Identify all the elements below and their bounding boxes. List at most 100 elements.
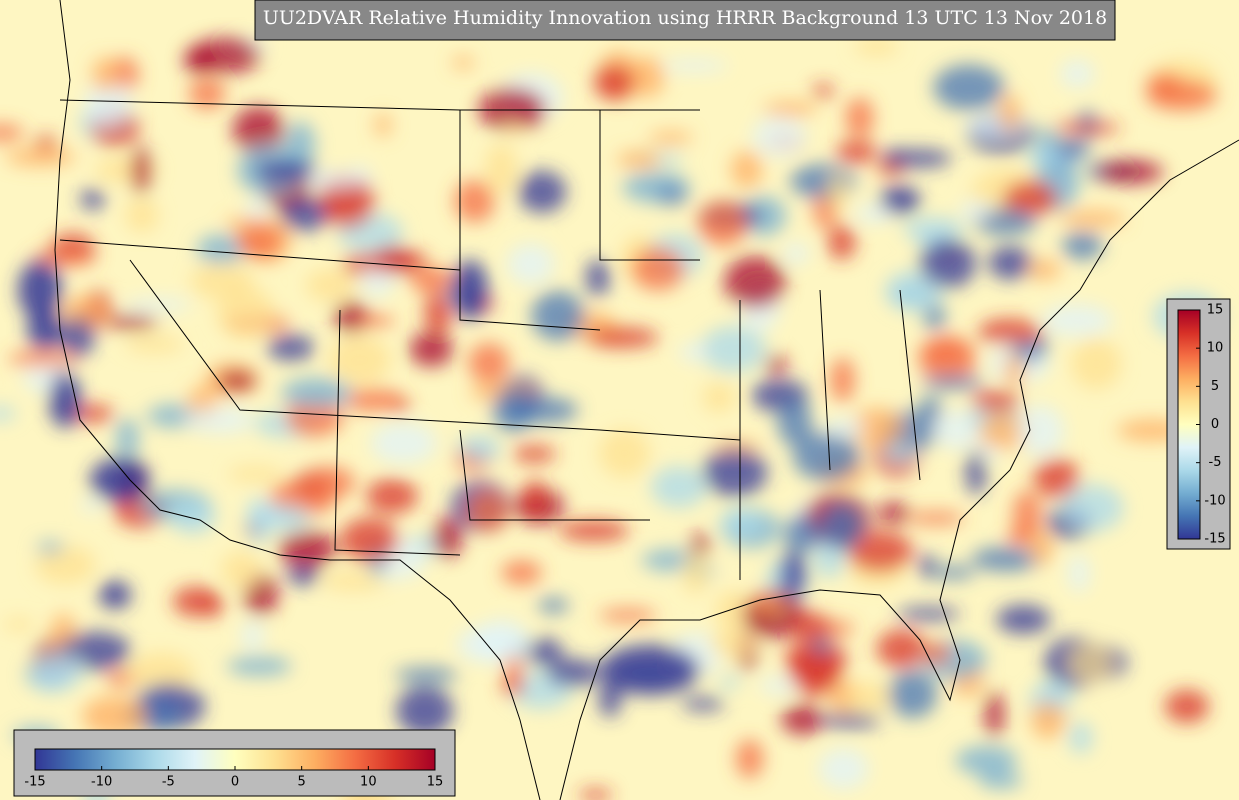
field-blob bbox=[507, 243, 555, 285]
field-blob bbox=[828, 172, 847, 213]
field-blob bbox=[452, 56, 474, 70]
field-blob bbox=[107, 314, 158, 330]
field-blob bbox=[221, 551, 261, 589]
field-blob bbox=[34, 135, 57, 152]
field-blob bbox=[1041, 304, 1113, 337]
field-blob bbox=[49, 372, 81, 428]
field-blob bbox=[818, 748, 869, 790]
field-blob bbox=[742, 196, 786, 236]
field-blob bbox=[452, 260, 488, 320]
field-blob bbox=[374, 113, 392, 137]
tick-label: 5 bbox=[1211, 379, 1219, 394]
tick-label: 10 bbox=[1207, 341, 1224, 356]
field-blob bbox=[631, 247, 685, 291]
field-blob bbox=[409, 267, 454, 294]
field-blob bbox=[504, 654, 523, 691]
field-blob bbox=[846, 530, 913, 572]
field-blob bbox=[90, 458, 150, 502]
field-blob bbox=[781, 704, 825, 735]
field-blob bbox=[80, 497, 103, 512]
field-blob bbox=[759, 677, 798, 694]
tick-label: -10 bbox=[91, 775, 112, 790]
field-blob bbox=[321, 571, 386, 591]
field-blob bbox=[881, 440, 917, 465]
field-blob bbox=[599, 429, 650, 478]
field-blob bbox=[190, 263, 254, 300]
field-blob bbox=[85, 79, 131, 130]
field-blob bbox=[1068, 553, 1090, 593]
field-blob bbox=[715, 590, 751, 632]
field-blob bbox=[1146, 72, 1184, 98]
field-blob bbox=[735, 739, 764, 779]
field-blob bbox=[2, 618, 35, 631]
field-blob bbox=[329, 336, 391, 385]
field-blob bbox=[278, 530, 336, 568]
field-blob bbox=[827, 225, 856, 260]
field-blob bbox=[884, 149, 953, 168]
field-blob bbox=[1030, 700, 1066, 739]
field-blob bbox=[959, 200, 993, 220]
field-blob bbox=[240, 621, 265, 651]
field-blob bbox=[789, 650, 840, 698]
field-blob bbox=[1068, 644, 1112, 683]
field-blob bbox=[370, 422, 437, 464]
map-title: UU2DVAR Relative Humidity Innovation usi… bbox=[263, 7, 1107, 29]
field-blob bbox=[1012, 490, 1042, 541]
field-blob bbox=[719, 508, 764, 538]
field-blob bbox=[598, 608, 657, 622]
field-blob bbox=[783, 515, 820, 554]
field-blob bbox=[1068, 721, 1093, 754]
field-blob bbox=[0, 406, 16, 421]
field-blob bbox=[125, 336, 184, 353]
field-blob bbox=[790, 612, 831, 641]
field-blob bbox=[366, 478, 418, 514]
field-blob bbox=[468, 342, 510, 384]
field-blob bbox=[525, 638, 564, 666]
tick-label: -10 bbox=[1204, 493, 1225, 508]
field-blob bbox=[598, 680, 622, 718]
field-blob bbox=[1007, 528, 1032, 546]
tick-label: 15 bbox=[1207, 303, 1224, 318]
field-blob bbox=[280, 197, 328, 232]
field-blob bbox=[777, 399, 813, 446]
field-blob bbox=[792, 431, 861, 481]
field-blob bbox=[343, 388, 404, 412]
field-blob bbox=[971, 390, 1020, 412]
field-blob bbox=[334, 300, 369, 334]
field-blob bbox=[218, 370, 257, 391]
field-blob bbox=[896, 607, 961, 621]
field-blob bbox=[965, 449, 986, 496]
field-blob bbox=[1060, 59, 1095, 88]
field-blob bbox=[5, 148, 76, 167]
field-blob bbox=[424, 292, 452, 335]
field-blob bbox=[8, 351, 79, 367]
field-blob bbox=[697, 200, 748, 247]
field-blob bbox=[478, 87, 547, 131]
field-blob bbox=[303, 170, 361, 190]
field-blob bbox=[501, 560, 542, 585]
field-blob bbox=[82, 695, 148, 737]
field-blob bbox=[918, 396, 943, 422]
field-blob bbox=[1060, 484, 1124, 532]
field-blob bbox=[600, 645, 700, 695]
field-blob bbox=[1026, 259, 1061, 280]
field-blob bbox=[124, 298, 192, 312]
field-blob bbox=[700, 326, 767, 373]
field-blob bbox=[830, 357, 855, 403]
field-blob bbox=[169, 498, 216, 534]
coastline bbox=[559, 139, 1239, 800]
field-blob bbox=[780, 550, 807, 598]
field-blob bbox=[216, 286, 275, 339]
field-blob bbox=[115, 417, 139, 460]
field-blob bbox=[227, 656, 292, 676]
field-blob bbox=[492, 388, 535, 432]
field-blob bbox=[538, 597, 569, 614]
field-blob bbox=[504, 121, 525, 135]
field-blob bbox=[585, 259, 611, 297]
field-blob bbox=[485, 143, 517, 194]
field-blob bbox=[356, 314, 395, 328]
field-blob bbox=[719, 675, 741, 689]
field-blob bbox=[183, 46, 214, 75]
field-blob bbox=[586, 327, 659, 348]
